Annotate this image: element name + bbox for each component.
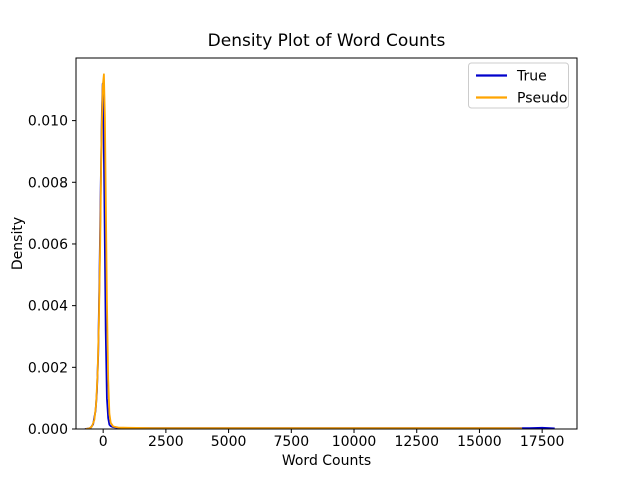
x-tick-label: 12500: [394, 434, 439, 450]
y-tick-label: 0.002: [28, 360, 68, 376]
x-tick-label: 15000: [457, 434, 502, 450]
kde-curves: [84, 73, 555, 429]
x-tick-label: 0: [99, 434, 108, 450]
x-tick-label: 7500: [273, 434, 309, 450]
x-tick-label: 2500: [148, 434, 184, 450]
y-tick-label: 0.010: [28, 114, 68, 130]
x-tick-label: 17500: [520, 434, 565, 450]
y-tick-label: 0.006: [28, 237, 68, 253]
x-tick-label: 10000: [332, 434, 377, 450]
y-axis-label: Density: [10, 217, 26, 270]
legend-label-true: True: [516, 69, 547, 85]
legend: True Pseudo: [468, 62, 569, 109]
chart-title: Density Plot of Word Counts: [208, 31, 446, 51]
x-tick-label: 5000: [211, 434, 247, 450]
legend-entry-true: True: [476, 69, 547, 85]
legend-label-pseudo: Pseudo: [517, 91, 567, 107]
x-axis-label: Word Counts: [282, 453, 371, 469]
y-tick-label: 0.008: [28, 175, 68, 191]
kde-curve-pseudo: [85, 73, 523, 429]
x-axis-ticks: 0 2500 5000 7500 10000 12500 15000 17500: [99, 429, 565, 450]
y-tick-label: 0.000: [28, 422, 68, 438]
y-axis-ticks: 0.000 0.002 0.004 0.006 0.008 0.010: [28, 114, 76, 438]
axes-background: [76, 58, 577, 429]
y-tick-label: 0.004: [28, 299, 68, 315]
legend-entry-pseudo: Pseudo: [476, 91, 567, 107]
